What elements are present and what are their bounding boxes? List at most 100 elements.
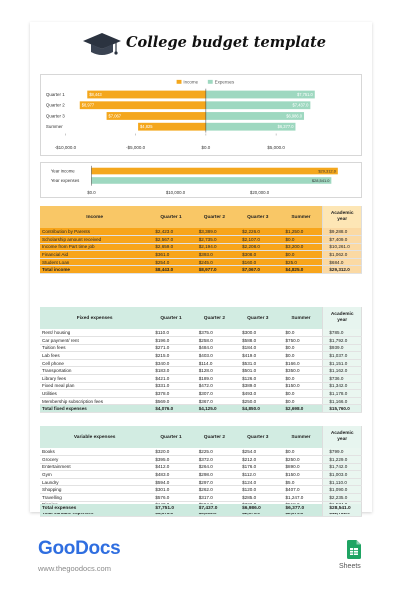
cell-value: $421.0 xyxy=(149,374,193,383)
cell-value: $1,792.0 xyxy=(322,336,362,345)
cell-value: $196.0 xyxy=(149,336,193,345)
total-value: $8,443.0 xyxy=(149,265,193,275)
cell-value: $1,166.0 xyxy=(322,397,362,406)
table-row: Scholarship amount received $2,567.0 $2,73… xyxy=(40,235,362,244)
column-header: Summer xyxy=(279,426,323,448)
total-value: $15,760.0 xyxy=(322,404,362,414)
income-bar-label: $7,067 xyxy=(109,113,122,118)
income-bar xyxy=(138,122,206,131)
cell-value: $594.0 xyxy=(149,478,193,487)
cell-value: $1,090.0 xyxy=(322,485,362,495)
cell-value: $0.0 xyxy=(279,397,323,406)
column-header: Academic year xyxy=(322,206,362,228)
total-label: Total income xyxy=(40,265,150,275)
expenses-bar-label: $7,437.0 xyxy=(293,103,310,108)
cell-value: $2,194.0 xyxy=(192,243,237,252)
row-label: Grocery xyxy=(40,455,150,464)
cell-value: $3,389.0 xyxy=(192,228,237,237)
cell-value: $215.0 xyxy=(149,351,193,360)
column-header: Quarter 1 xyxy=(149,206,193,228)
cell-value: $419.0 xyxy=(236,351,280,360)
cell-value: $250.0 xyxy=(279,455,323,464)
cell-value: $484.0 xyxy=(192,344,237,353)
cell-value: $0.0 xyxy=(279,374,323,383)
cell-value: $150.0 xyxy=(279,382,323,391)
fixed-expenses-table: Fixed expenses Quarter 1 Quarter 2 Quarter … xyxy=(40,307,362,414)
cell-value: $110.0 xyxy=(149,329,193,338)
cell-value: $531.0 xyxy=(236,359,280,368)
yearly-category-label: Year income xyxy=(51,168,75,173)
grand-total-value: $28,541.0 xyxy=(322,504,362,513)
cell-value: $472.0 xyxy=(192,382,237,391)
income-bar xyxy=(106,112,206,120)
cell-value: $340.0 xyxy=(149,359,193,368)
column-header: Academic year xyxy=(322,307,362,329)
row-label: Student Loan xyxy=(40,258,150,267)
column-header: Summer xyxy=(279,206,323,228)
cell-value: $1,110.0 xyxy=(322,478,362,487)
cell-value: $890.0 xyxy=(279,463,323,472)
cell-value: $189.0 xyxy=(192,374,237,383)
cell-value: $184.0 xyxy=(236,344,280,353)
row-label: Shopping xyxy=(40,485,150,495)
x-tick-label: -$5,000.0 xyxy=(126,145,145,150)
cell-value: $393.0 xyxy=(192,250,237,259)
cell-value: $501.0 xyxy=(236,366,280,376)
row-label: Cell phone xyxy=(40,359,150,368)
table-row: Utilities $378.0 $307.0 $493.0 $0.0 $1,178.0 xyxy=(40,389,362,398)
income-bar-label: $8,977 xyxy=(82,103,95,108)
table-row: Transportation $183.0 $128.0 $501.0 $350.0 $1… xyxy=(40,366,362,376)
cell-value: $264.0 xyxy=(192,463,237,472)
total-value: $4,850.0 xyxy=(236,404,280,414)
quarterly-chart: Income Expenses Quarter 1 $8,443 $7,751.0 Qua… xyxy=(40,74,362,156)
yearly-chart: Year income $29,312.0 Year expenses $28,541… xyxy=(40,162,362,198)
table-row: Library fees $421.0 $189.0 $126.0 $0.0 $736.0 xyxy=(40,374,362,383)
cell-value: $2,567.0 xyxy=(149,235,193,244)
table-row: Tuition fees $271.0 $484.0 $184.0 $0.0 $939.0 xyxy=(40,344,362,353)
cell-value: $160.0 xyxy=(236,258,280,267)
total-row: Total income $8,443.0 $8,977.0 $7,067.0 $4,8… xyxy=(40,265,362,275)
grand-total-value: $6,377.0 xyxy=(279,504,323,513)
cell-value: $2,107.0 xyxy=(236,235,280,244)
category-label: Quarter 3 xyxy=(46,113,65,118)
row-label: Scholarship amount received xyxy=(40,235,150,244)
category-label: Summer xyxy=(46,124,63,129)
cell-value: $1,062.0 xyxy=(322,250,362,259)
cell-value: $150.0 xyxy=(279,470,323,479)
grand-total-label: Total expenses xyxy=(40,504,150,513)
site-url: www.thegoodocs.com xyxy=(38,564,111,573)
cell-value: $0.0 xyxy=(279,448,323,457)
cell-value: $126.0 xyxy=(236,374,280,383)
cell-value: $2,423.0 xyxy=(149,228,193,237)
yearly-bar xyxy=(91,167,338,175)
cell-value: $389.0 xyxy=(236,382,280,391)
row-label: Books xyxy=(40,448,150,457)
row-label: Travelling xyxy=(40,493,150,502)
cell-value: $176.0 xyxy=(236,463,280,472)
column-header: Quarter 2 xyxy=(192,307,237,329)
table-header-row: Variable expenses Quarter 1 Quarter 2 Quart… xyxy=(40,426,362,448)
cell-value: $588.0 xyxy=(236,336,280,345)
cell-value: $297.0 xyxy=(192,478,237,487)
cell-value: $1,342.0 xyxy=(322,382,362,391)
budget-sheet: College budget template Income Expenses Qu… xyxy=(30,22,372,517)
cell-value: $1,247.0 xyxy=(279,493,323,502)
table-row: Grocery $395.0 $372.0 $212.0 $250.0 $1,229.0 xyxy=(40,455,362,464)
total-value: $7,067.0 xyxy=(236,265,280,275)
goodocs-logo: GooDocs xyxy=(38,538,121,559)
total-value: $8,977.0 xyxy=(192,265,237,275)
income-bar-label: $8,443 xyxy=(89,92,102,97)
cell-value: $1,003.0 xyxy=(322,470,362,479)
section-header: Variable expenses xyxy=(40,426,150,448)
cell-value: $212.0 xyxy=(236,455,280,464)
cell-value: $114.0 xyxy=(192,359,237,368)
row-label: Income from Part time job xyxy=(40,243,150,252)
total-value: $4,076.0 xyxy=(149,404,193,414)
table-row: Financial Aid $361.0 $393.0 $308.0 $0.0 $1,06… xyxy=(40,250,362,259)
row-label: Membership subscription fees xyxy=(40,397,150,406)
table-header-row: Fixed expenses Quarter 1 Quarter 2 Quarter … xyxy=(40,307,362,329)
column-header: Summer xyxy=(279,307,323,329)
table-row: Shopping $301.0 $262.0 $120.0 $407.0 $1,090.0 xyxy=(40,485,362,495)
cell-value: $3,200.0 xyxy=(279,243,323,252)
table-row: Contribution by Parents $2,423.0 $3,389.0 $… xyxy=(40,228,362,237)
